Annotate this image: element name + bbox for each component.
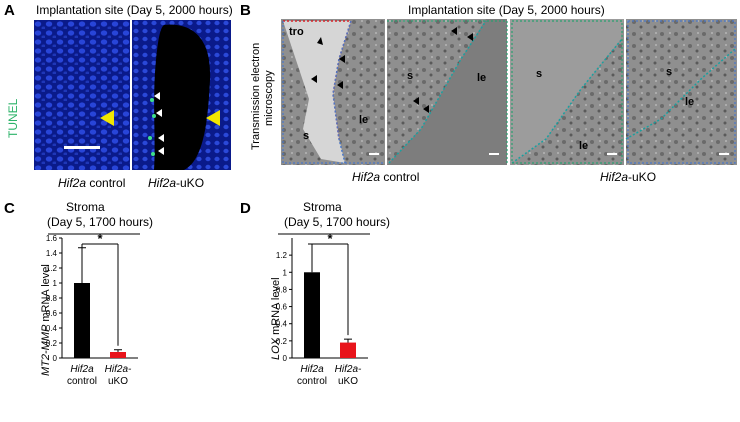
y-tick-label: 0.6 (276, 303, 288, 312)
panel-c-title-1: Stroma (66, 200, 105, 214)
y-tick-label: 0.4 (276, 320, 288, 329)
y-tick-label: 1.2 (276, 251, 288, 260)
yellow-arrowhead-icon (100, 110, 114, 126)
y-tick-label: 0.6 (46, 309, 58, 318)
y-tick-label: 0.2 (46, 339, 58, 348)
panel-a-letter: A (4, 2, 15, 19)
tem-label-1: Transmission electron (250, 42, 262, 150)
y-tick-label: 1.4 (46, 249, 58, 258)
x-label: Hif2a- (105, 364, 132, 375)
significance-star: * (97, 231, 103, 246)
x-label: Hif2a (70, 364, 94, 375)
tem-label-le: le (579, 140, 588, 152)
panel-a-label-control: Hif2a control (58, 176, 126, 190)
significance-star: * (327, 231, 333, 246)
yellow-arrowhead-icon (206, 110, 220, 126)
panel-a-title: Implantation site (Day 5, 2000 hours) (36, 3, 233, 17)
tem-label-s: s (666, 66, 672, 78)
y-tick-label: 1 (283, 268, 288, 277)
tunel-image-control (34, 20, 130, 170)
y-tick-label: 0 (283, 354, 288, 363)
y-tick-label: 0.8 (276, 285, 288, 294)
panel-c-letter: C (4, 200, 15, 217)
x-label: Hif2a (300, 364, 324, 375)
panel-c-title-2: (Day 5, 1700 hours) (47, 215, 154, 229)
y-tick-label: 0.4 (46, 324, 58, 333)
scale-bar (64, 146, 100, 149)
tem-label-le: le (685, 96, 694, 108)
x-label: control (297, 376, 327, 387)
uterine-lumen (154, 24, 211, 170)
x-label: control (67, 376, 97, 387)
y-tick-label: 0.8 (46, 294, 58, 303)
y-tick-label: 0 (53, 354, 58, 363)
tem-label-le: le (359, 114, 368, 126)
panel-a-label-uko: Hif2a-uKO (148, 176, 205, 190)
arrowhead-icon (158, 134, 164, 142)
panel-b-tem-images: tro s le s le s le s le (281, 19, 737, 165)
panel-a-fluorescence-image (34, 20, 231, 170)
tem-label-2: microscopy (263, 70, 275, 126)
tem-label-s: s (303, 130, 309, 142)
panel-b-label-uko: Hif2a-uKO (600, 170, 657, 184)
panel-b-title: Implantation site (Day 5, 2000 hours) (408, 3, 605, 17)
panel-b-label-control: Hif2a control (352, 170, 420, 184)
tem-label-tro: tro (289, 26, 304, 38)
y-tick-label: 1.2 (46, 264, 58, 273)
tem-label-s: s (407, 70, 413, 82)
arrowhead-icon (154, 92, 160, 100)
x-label: Hif2a- (335, 364, 362, 375)
tunel-label: TUNEL (6, 98, 20, 138)
y-tick-label: 1 (53, 279, 58, 288)
x-label: uKO (108, 376, 128, 387)
bar (74, 283, 90, 358)
y-tick-label: 1.6 (46, 234, 58, 243)
bar (304, 272, 320, 358)
panel-d-title-1: Stroma (303, 200, 342, 214)
tem-tile-4 (626, 19, 737, 165)
arrowhead-icon (158, 147, 164, 155)
bar (340, 342, 356, 358)
panel-b-letter: B (240, 2, 251, 19)
panel-d-title-2: (Day 5, 1700 hours) (284, 215, 391, 229)
panel-d-letter: D (240, 200, 251, 217)
arrowhead-icon (156, 109, 162, 117)
bar (110, 352, 126, 358)
tem-label-s: s (536, 68, 542, 80)
x-label: uKO (338, 376, 358, 387)
y-tick-label: 0.2 (276, 337, 288, 346)
tem-label-le: le (477, 72, 486, 84)
